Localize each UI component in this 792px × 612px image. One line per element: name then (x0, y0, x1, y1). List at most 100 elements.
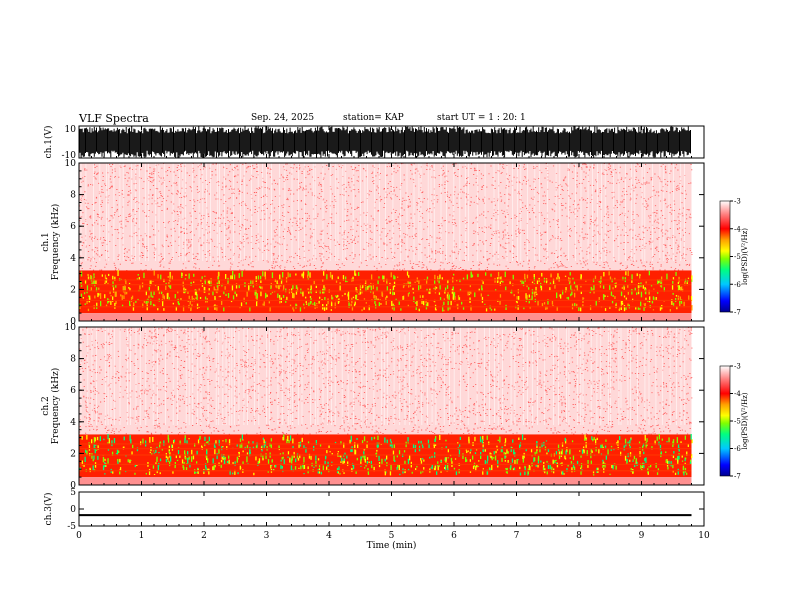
spectrogram-2-cell (224, 456, 226, 460)
spectrogram-1-cell (648, 289, 650, 295)
spectrogram-2-cell (157, 465, 159, 471)
start-time-label: start UT = 1 : 20: 1 (437, 113, 526, 123)
spectrogram-2-cell (579, 450, 581, 452)
spectrogram-1-cell (392, 285, 395, 291)
spectrogram-1-cell (550, 273, 552, 278)
spectrogram-1-cell (618, 308, 620, 311)
spectrogram-1-cell (499, 294, 502, 298)
spectrogram-2-cell (384, 437, 386, 443)
spectrogram-1-cell (422, 295, 424, 298)
spectrogram-1-cell (444, 290, 446, 294)
spectrogram-1-cell (386, 279, 388, 284)
spectrogram-1-cell (344, 292, 346, 295)
spectrogram-1-cell (636, 292, 638, 295)
spectrogram-2-cell (465, 449, 467, 451)
spectrogram-2-cell (549, 463, 551, 470)
spectrogram-2-cell (275, 464, 277, 468)
spectrogram-1-cell (84, 280, 87, 284)
spectrogram-1-ytick-label: 2 (70, 285, 76, 295)
spectrogram-1-cell (614, 296, 616, 299)
spectrogram-1-cell (680, 287, 682, 291)
spectrogram-2-cell (252, 446, 255, 449)
spectrogram-2-cell (159, 472, 161, 475)
spectrogram-2-cell (684, 435, 686, 440)
spectrogram-2-cell (136, 447, 139, 452)
spectrogram-1-cell (482, 281, 484, 285)
spectrogram-1-cell (619, 307, 621, 310)
spectrogram-2-cell (535, 464, 537, 467)
spectrogram-2-cell (680, 441, 682, 443)
spectrogram-2-cell (184, 450, 186, 456)
spectrogram-1-cell (578, 306, 580, 311)
spectrogram-1-cell (582, 304, 584, 308)
spectrogram-2-cell (351, 467, 353, 472)
spectrogram-1-cell (169, 284, 171, 288)
spectrogram-1-cell (150, 291, 152, 298)
spectrogram-1-cell (574, 292, 576, 298)
spectrogram-1-cell (157, 308, 159, 311)
spectrogram-1-cell (331, 294, 333, 300)
spectrogram-1-cell (280, 280, 283, 284)
spectrogram-2-cell (430, 467, 432, 469)
spectrogram-1-cell (682, 288, 684, 292)
spectrogram-1-cell (163, 295, 165, 300)
spectrogram-2-cell (303, 445, 305, 448)
spectrogram-2-cell (170, 456, 172, 462)
spectrogram-2-cell (300, 465, 302, 470)
spectrogram-2-cell (191, 449, 193, 455)
spectrogram-1-cell (114, 276, 116, 281)
spectrogram-2-cell (199, 435, 201, 440)
spectrogram-2-cell (580, 470, 582, 475)
spectrogram-1-cell (540, 285, 543, 291)
spectrogram-1-cell (452, 286, 454, 290)
spectrogram-2-cell (493, 457, 495, 459)
spectrogram-1-cell (293, 296, 295, 299)
spectrogram-1-cell (342, 275, 345, 281)
spectrogram-2-cell (303, 473, 305, 475)
spectrogram-2-cell (595, 439, 597, 445)
spectrogram-1-cell (688, 295, 690, 300)
spectrogram-1-cell (533, 274, 535, 277)
spectrogram-1-cell (149, 280, 151, 287)
spectrogram-2-cell (403, 450, 406, 453)
spectrogram-2-cell (507, 460, 509, 463)
spectrogram-2-cell (207, 468, 209, 472)
spectrogram-1-cell (87, 308, 90, 312)
spectrogram-2-cell (360, 460, 362, 465)
spectrogram-1-cell (165, 282, 167, 286)
spectrogram-1-cell (565, 287, 567, 292)
colorbar-2-tick-label: -6 (734, 445, 741, 453)
spectrogram-1-cell (456, 304, 458, 307)
spectrogram-2-cell (570, 461, 573, 464)
spectrogram-1-cell (265, 292, 267, 299)
spectrogram-2-cell (507, 451, 509, 454)
spectrogram-1-cell (177, 291, 179, 294)
spectrogram-2-cell (565, 439, 567, 444)
spectrogram-2-cell (620, 451, 622, 456)
spectrogram-2-cell (155, 462, 157, 465)
spectrogram-2-cell (104, 473, 106, 475)
spectrogram-1-cell (590, 286, 592, 292)
spectrogram-2-cell (596, 437, 598, 440)
spectrogram-1-cell (592, 288, 594, 292)
spectrogram-1-cell (638, 282, 640, 285)
spectrogram-1-cell (188, 273, 190, 279)
spectrogram-1-cell (93, 279, 95, 285)
spectrogram-1-cell (549, 282, 552, 285)
spectrogram-1-cell (105, 304, 108, 307)
spectrogram-1-cell (686, 280, 689, 282)
ch3-waveform-frame (78, 491, 705, 527)
spectrogram-1-cell (359, 283, 362, 289)
spectrogram-1-cell (335, 295, 337, 298)
spectrogram-1-cell (227, 282, 229, 285)
spectrogram-2-cell (566, 447, 568, 453)
spectrogram-1-cell (461, 301, 463, 305)
spectrogram-1-cell (526, 295, 528, 301)
spectrogram-1-cell (400, 308, 402, 311)
spectrogram-2-cell (407, 442, 409, 444)
spectrogram-1-cell (341, 295, 344, 297)
spectrogram-2-cell (524, 466, 526, 471)
spectrogram-1-cell (279, 295, 281, 300)
spectrogram-1-channel-label: ch.1 (41, 232, 51, 251)
spectrogram-2-cell (675, 458, 677, 461)
